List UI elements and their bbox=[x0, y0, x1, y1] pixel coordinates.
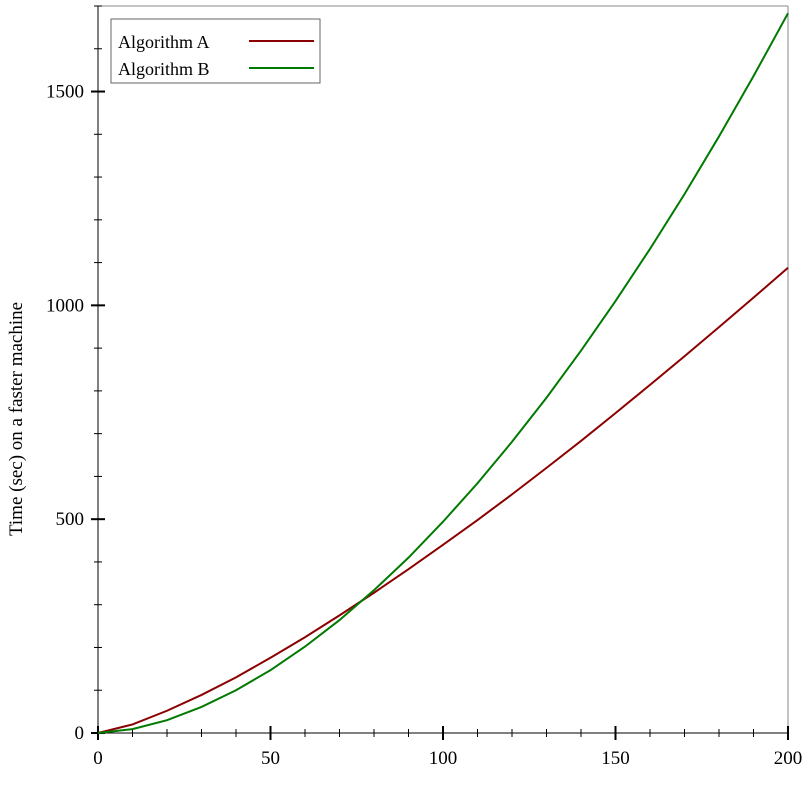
legend: Algorithm A Algorithm B bbox=[110, 18, 321, 84]
series-line-algorithm-a bbox=[97, 266, 789, 734]
x-tick-label: 150 bbox=[601, 748, 630, 769]
x-tick-label: 50 bbox=[261, 748, 280, 769]
y-tick-label: 0 bbox=[75, 723, 85, 744]
y-axis-label: Time (sec) on a faster machine bbox=[6, 302, 27, 536]
ticks: 0 50 100 150 200 0 500 1000 1500 bbox=[46, 5, 803, 769]
x-tick-label: 200 bbox=[774, 748, 803, 769]
legend-label: Algorithm A bbox=[118, 32, 210, 52]
series-lines bbox=[97, 12, 789, 734]
legend-box bbox=[110, 18, 321, 84]
legend-label: Algorithm B bbox=[118, 59, 210, 79]
series-line-algorithm-b bbox=[97, 12, 789, 734]
y-tick-label: 500 bbox=[56, 509, 85, 530]
x-tick-label: 0 bbox=[93, 748, 103, 769]
y-tick-label: 1500 bbox=[46, 82, 84, 103]
x-tick-label: 100 bbox=[429, 748, 458, 769]
axes bbox=[97, 5, 789, 734]
y-tick-label: 1000 bbox=[46, 295, 84, 316]
